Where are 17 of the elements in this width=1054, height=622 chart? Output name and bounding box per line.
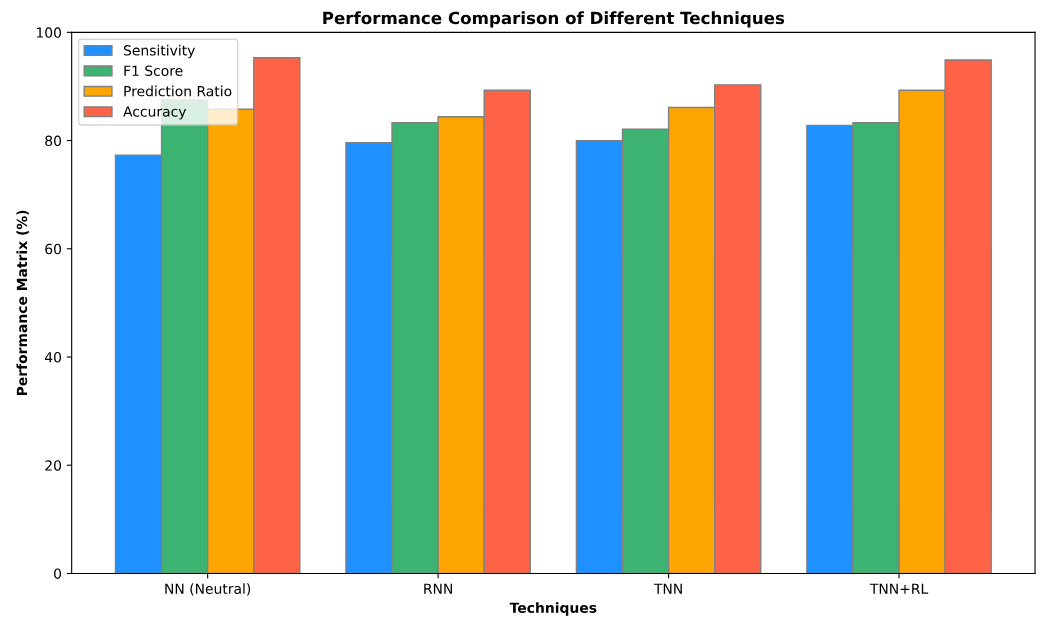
x-tick-label: TNN [653,583,682,594]
y-tick-label: 80 [45,135,62,147]
y-axis-title: Performance Matrix (%) [16,210,29,396]
legend-label: Prediction Ratio [124,85,232,97]
y-tick-label: 40 [44,352,62,363]
y-tick-label: 60 [45,243,62,255]
legend-label: Accuracy [123,106,187,120]
legend-label: Sensitivity [123,44,195,59]
x-tick-label: RNN [424,583,452,594]
legend-label: F1 Score [124,65,183,76]
chart-title: Performance Comparison of Different Techniques [323,11,785,28]
x-tick-label: NN (Neutral) [165,583,251,596]
y-tick-label: 20 [45,460,62,471]
y-tick-label: 100 [36,27,62,38]
x-tick-label: TNN+RL [869,583,929,594]
y-tick-label: 0 [54,568,62,579]
x-axis-title: Techniques [509,602,597,616]
